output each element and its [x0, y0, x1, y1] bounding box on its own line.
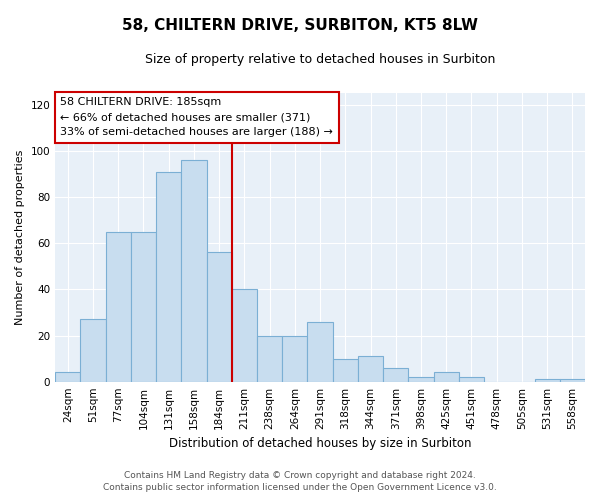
Bar [282, 336, 307, 382]
Title: Size of property relative to detached houses in Surbiton: Size of property relative to detached ho… [145, 52, 495, 66]
Bar [434, 372, 459, 382]
Bar [206, 252, 232, 382]
Bar [80, 320, 106, 382]
Bar [459, 377, 484, 382]
Bar [106, 232, 131, 382]
X-axis label: Distribution of detached houses by size in Surbiton: Distribution of detached houses by size … [169, 437, 472, 450]
Text: 58, CHILTERN DRIVE, SURBITON, KT5 8LW: 58, CHILTERN DRIVE, SURBITON, KT5 8LW [122, 18, 478, 32]
Bar [409, 377, 434, 382]
Bar [560, 380, 585, 382]
Bar [131, 232, 156, 382]
Bar [307, 322, 332, 382]
Bar [55, 372, 80, 382]
Bar [358, 356, 383, 382]
Y-axis label: Number of detached properties: Number of detached properties [15, 150, 25, 325]
Bar [232, 290, 257, 382]
Text: 58 CHILTERN DRIVE: 185sqm
← 66% of detached houses are smaller (371)
33% of semi: 58 CHILTERN DRIVE: 185sqm ← 66% of detac… [61, 98, 334, 137]
Text: Contains HM Land Registry data © Crown copyright and database right 2024.
Contai: Contains HM Land Registry data © Crown c… [103, 471, 497, 492]
Bar [181, 160, 206, 382]
Bar [535, 380, 560, 382]
Bar [257, 336, 282, 382]
Bar [332, 358, 358, 382]
Bar [156, 172, 181, 382]
Bar [383, 368, 409, 382]
